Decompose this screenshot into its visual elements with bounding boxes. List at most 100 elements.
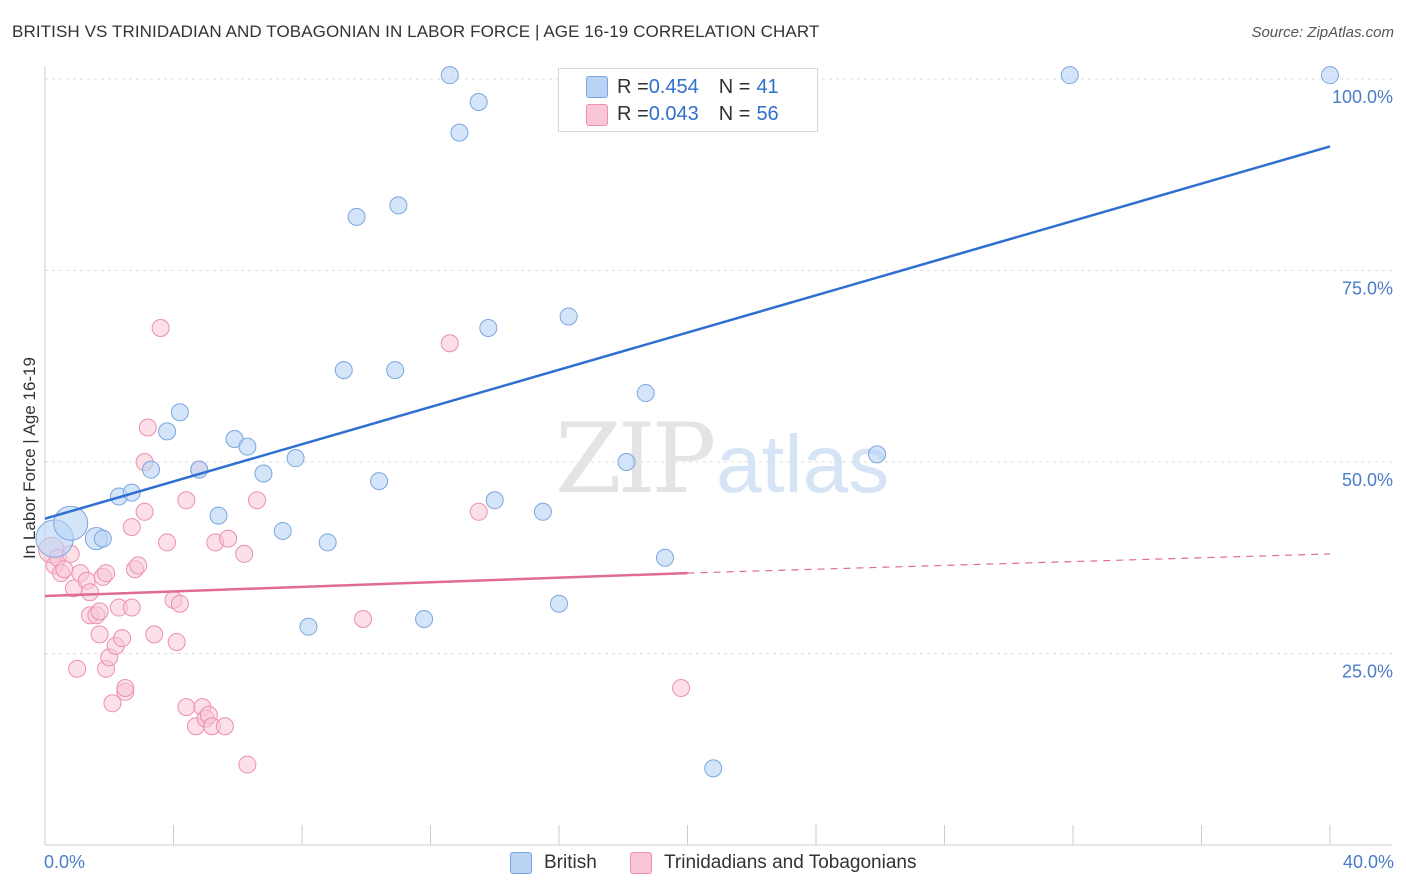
y-tick-label: 25.0%	[1342, 662, 1393, 682]
trinidadian-point	[55, 560, 74, 579]
axes	[44, 66, 1392, 846]
trinidadian-trend-extension	[687, 553, 1331, 574]
british-point	[550, 594, 568, 613]
trinidadian-point	[90, 602, 109, 621]
trinidadian-points	[38, 318, 691, 774]
british-point	[479, 318, 498, 337]
trinidadian-point	[129, 556, 148, 575]
series-legend: British Trinidadians and Tobagonians	[0, 852, 1406, 878]
british-point	[415, 610, 434, 629]
british-point	[440, 66, 459, 85]
british-point	[868, 445, 887, 464]
trinidadian-swatch	[630, 852, 652, 874]
trinidadian-series-name: Trinidadians and Tobagonians	[664, 852, 917, 873]
trinidadian-point	[170, 594, 189, 613]
british-point	[370, 472, 389, 491]
trinidadian-point	[248, 491, 267, 510]
trinidadian-point	[138, 418, 157, 437]
british-point	[158, 422, 177, 441]
legend-item-trinidadian: Trinidadians and Tobagonians	[630, 852, 916, 874]
trend-lines	[44, 145, 1331, 598]
british-point	[273, 521, 292, 540]
trinidadian-point	[235, 544, 254, 563]
british-point	[142, 460, 161, 479]
british-series-name: British	[544, 852, 597, 873]
british-point	[704, 759, 723, 778]
trinidadian-point	[135, 502, 154, 521]
british-n-value: 41	[756, 75, 779, 98]
n-label: N =	[718, 102, 751, 125]
british-point	[485, 491, 504, 510]
trinidadian-point	[151, 318, 170, 337]
legend-item-british: British	[510, 852, 597, 874]
trinidadian-point	[440, 334, 459, 353]
british-point	[617, 453, 636, 471]
y-tick-label: 75.0%	[1342, 279, 1393, 299]
british-point	[254, 464, 273, 483]
british-point	[389, 196, 408, 215]
trinidadian-point	[219, 529, 238, 548]
british-point	[209, 506, 228, 525]
n-label: N =	[718, 75, 751, 98]
x-tick-min: 0.0%	[44, 852, 86, 872]
trinidadian-r-value: 0.043	[648, 102, 699, 125]
british-point	[347, 207, 366, 226]
r-label: R =	[617, 102, 649, 125]
british-point	[636, 384, 655, 403]
trinidadian-point	[215, 717, 234, 736]
trinidadian-legend-swatch	[586, 104, 608, 126]
british-point	[559, 307, 578, 326]
british-point	[656, 548, 675, 567]
british-point	[286, 449, 305, 468]
british-r-value: 0.454	[648, 75, 699, 98]
british-point	[299, 617, 318, 636]
trinidadian-point	[80, 583, 99, 602]
british-point	[1060, 66, 1079, 85]
trinidadian-trend-line	[44, 571, 688, 598]
watermark: ZIP atlas	[555, 403, 889, 515]
trinidadian-legend-row: R = 0.043 N = 56	[617, 101, 779, 127]
trinidadian-point	[122, 598, 141, 617]
watermark-zip: ZIP	[555, 403, 714, 515]
british-point	[386, 361, 405, 380]
trinidadian-n-value: 56	[756, 102, 779, 125]
trinidadian-point	[469, 502, 488, 521]
trinidadian-point	[90, 625, 109, 644]
x-tick-max: 40.0%	[1342, 852, 1394, 872]
trinidadian-point	[158, 533, 177, 552]
british-point	[533, 502, 552, 521]
trinidadian-point	[68, 659, 87, 678]
british-point	[469, 92, 488, 111]
trinidadian-point	[238, 755, 257, 774]
source-label: Source: ZipAtlas.com	[1251, 24, 1394, 41]
trinidadian-point	[167, 633, 186, 652]
legend-box: R = 0.454 N = 41 R = 0.043 N = 56	[558, 68, 818, 132]
british-legend-swatch	[586, 76, 608, 98]
british-point	[170, 403, 189, 422]
trinidadian-point	[145, 625, 164, 644]
chart-title: BRITISH VS TRINIDADIAN AND TOBAGONIAN IN…	[12, 22, 820, 41]
trinidadian-point	[103, 694, 122, 713]
british-trend-line	[44, 145, 1331, 520]
trinidadian-point	[177, 698, 196, 717]
british-point	[450, 123, 469, 142]
british-point	[238, 437, 257, 456]
trinidadian-point	[116, 678, 135, 697]
r-label: R =	[617, 75, 649, 98]
y-tick-label: 100.0%	[1332, 87, 1393, 107]
trinidadian-point	[354, 610, 373, 629]
y-tick-label: 50.0%	[1342, 470, 1393, 490]
trinidadian-point	[177, 491, 196, 510]
british-point	[318, 533, 337, 552]
trinidadian-point	[672, 678, 691, 697]
trinidadian-point	[122, 518, 141, 537]
british-swatch	[510, 852, 532, 874]
trinidadian-point	[97, 564, 116, 583]
british-legend-row: R = 0.454 N = 41	[617, 74, 779, 100]
british-point	[93, 529, 112, 548]
trinidadian-point	[113, 629, 132, 648]
british-point	[1321, 66, 1339, 85]
watermark-atlas: atlas	[716, 419, 889, 510]
british-point	[334, 361, 353, 380]
